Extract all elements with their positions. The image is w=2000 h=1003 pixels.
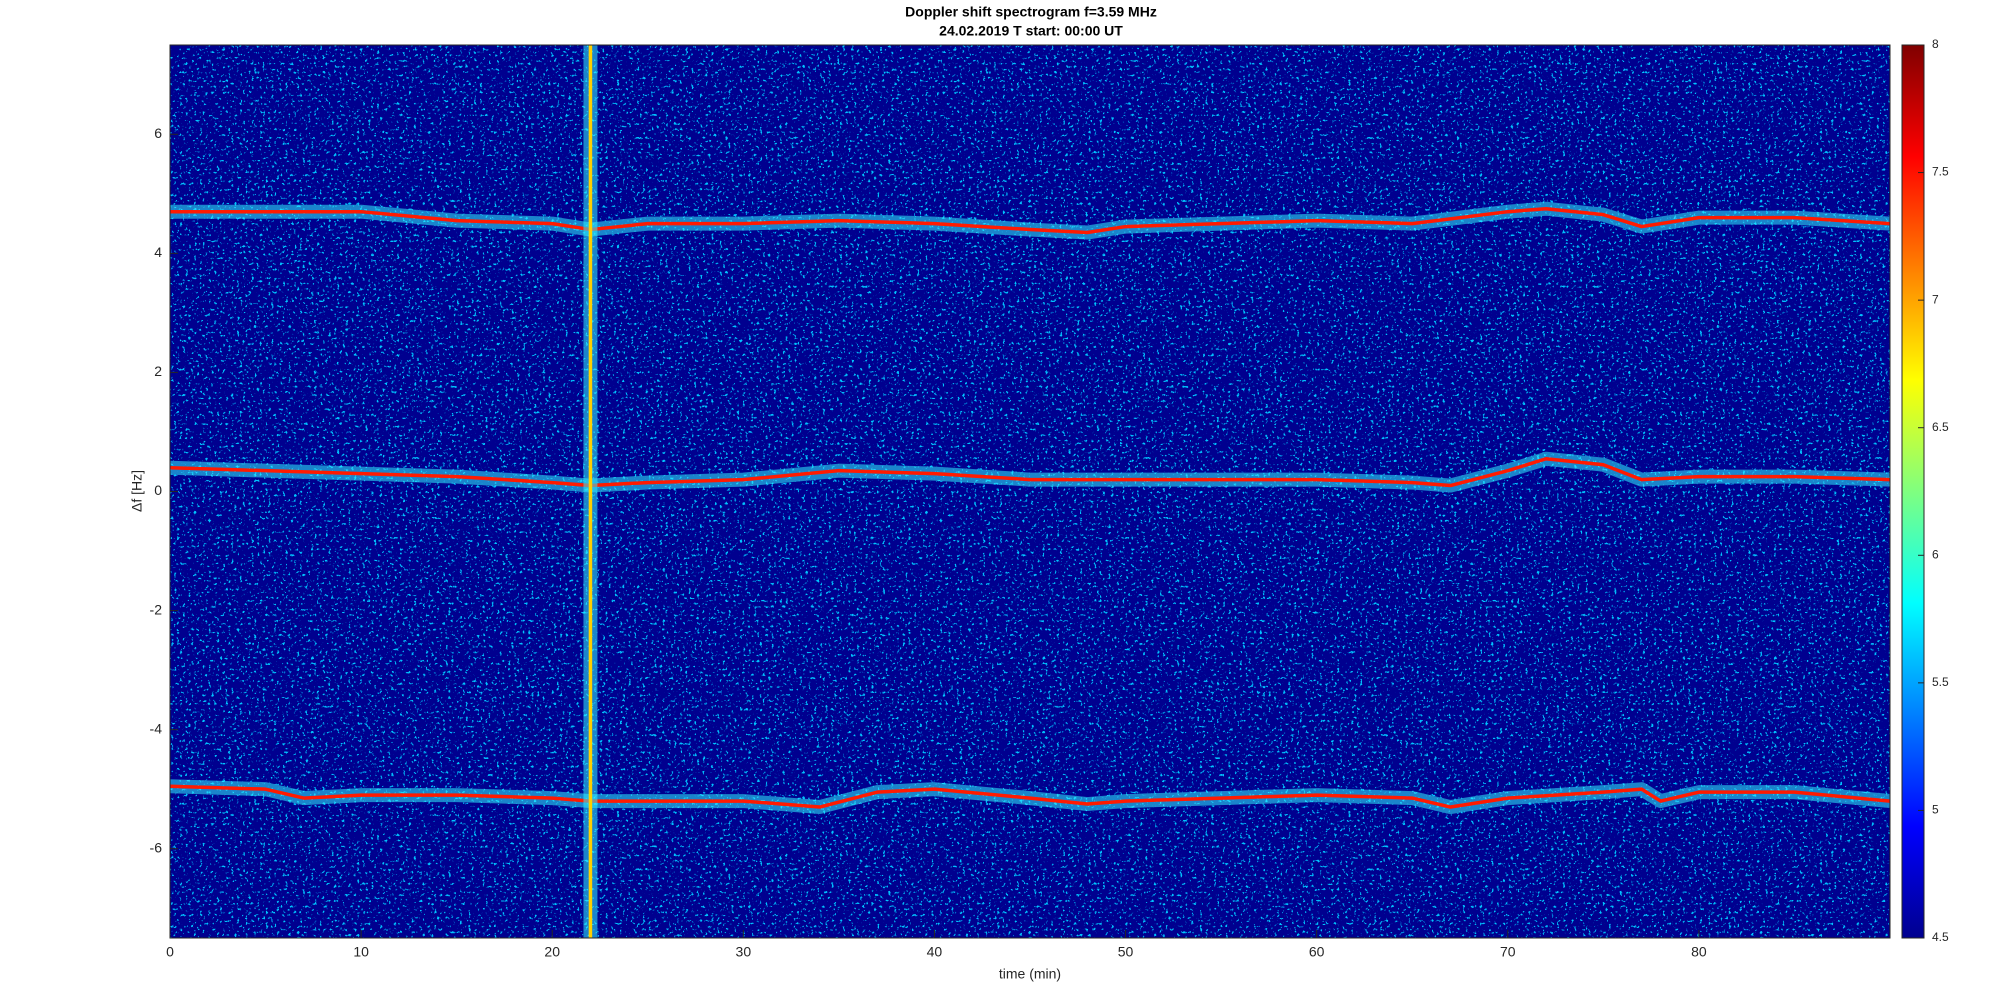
x-tick-label: 70 xyxy=(1500,944,1516,960)
colorbar-tick-label: 6 xyxy=(1932,547,1939,561)
x-tick-label: 60 xyxy=(1309,944,1325,960)
y-tick-label: -6 xyxy=(150,839,163,855)
traces xyxy=(170,45,1890,938)
x-tick-label: 40 xyxy=(927,944,943,960)
y-tick-label: -2 xyxy=(150,601,163,617)
x-tick-label: 30 xyxy=(736,944,752,960)
colorbar-tick-label: 7 xyxy=(1932,292,1939,306)
colorbar-tick-label: 5.5 xyxy=(1932,675,1949,689)
colorbar-tick-label: 8 xyxy=(1932,37,1939,51)
x-tick-label: 50 xyxy=(1118,944,1134,960)
y-tick-label: 6 xyxy=(154,125,162,141)
x-tick-label: 80 xyxy=(1691,944,1707,960)
colorbar-tick-label: 5 xyxy=(1932,803,1939,817)
trace xyxy=(170,784,1890,809)
x-tick-label: 0 xyxy=(166,944,174,960)
trace xyxy=(170,457,1890,488)
colorbar-tick-label: 7.5 xyxy=(1932,165,1949,179)
y-axis-label: Δf [Hz] xyxy=(129,470,145,512)
colorbar-tick-label: 6.5 xyxy=(1932,420,1949,434)
trace xyxy=(170,206,1890,235)
y-tick-label: 4 xyxy=(154,244,162,260)
colorbar xyxy=(1901,44,1925,939)
x-tick-label: 20 xyxy=(544,944,560,960)
colorbar-tick-label: 4.5 xyxy=(1932,930,1949,944)
y-tick-label: 2 xyxy=(154,363,162,379)
chart-title: Doppler shift spectrogram f=3.59 MHz xyxy=(905,4,1157,20)
y-tick-label: -4 xyxy=(150,720,163,736)
x-axis-label: time (min) xyxy=(999,966,1061,982)
x-tick-label: 10 xyxy=(353,944,369,960)
chart-subtitle: 24.02.2019 T start: 00:00 UT xyxy=(939,23,1123,39)
y-tick-label: 0 xyxy=(154,482,162,498)
